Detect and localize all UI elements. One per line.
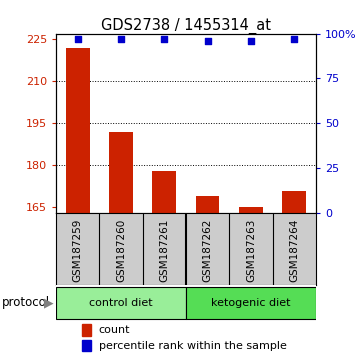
Text: GSM187261: GSM187261 — [159, 219, 169, 282]
Title: GDS2738 / 1455314_at: GDS2738 / 1455314_at — [101, 17, 271, 34]
Text: ketogenic diet: ketogenic diet — [211, 298, 291, 308]
Text: count: count — [99, 325, 130, 335]
Text: GSM187263: GSM187263 — [246, 219, 256, 282]
Point — [118, 36, 124, 42]
Text: ▶: ▶ — [44, 296, 53, 309]
Point — [205, 38, 210, 44]
Point — [161, 36, 167, 42]
Bar — [82, 324, 91, 336]
Bar — [239, 207, 263, 213]
Bar — [152, 171, 176, 213]
Text: GSM187260: GSM187260 — [116, 219, 126, 282]
Text: protocol: protocol — [2, 296, 50, 309]
Text: control diet: control diet — [89, 298, 153, 308]
Point — [75, 36, 81, 42]
Bar — [56, 287, 186, 319]
Text: GSM187264: GSM187264 — [289, 219, 299, 282]
Bar — [196, 196, 219, 213]
Bar — [82, 340, 91, 351]
Point — [248, 38, 254, 44]
Bar — [109, 132, 133, 213]
Bar — [66, 48, 90, 213]
Point — [291, 36, 297, 42]
Text: GSM187259: GSM187259 — [73, 219, 83, 282]
Text: percentile rank within the sample: percentile rank within the sample — [99, 341, 287, 351]
Bar — [282, 190, 306, 213]
Bar — [186, 287, 316, 319]
Text: GSM187262: GSM187262 — [203, 219, 213, 282]
